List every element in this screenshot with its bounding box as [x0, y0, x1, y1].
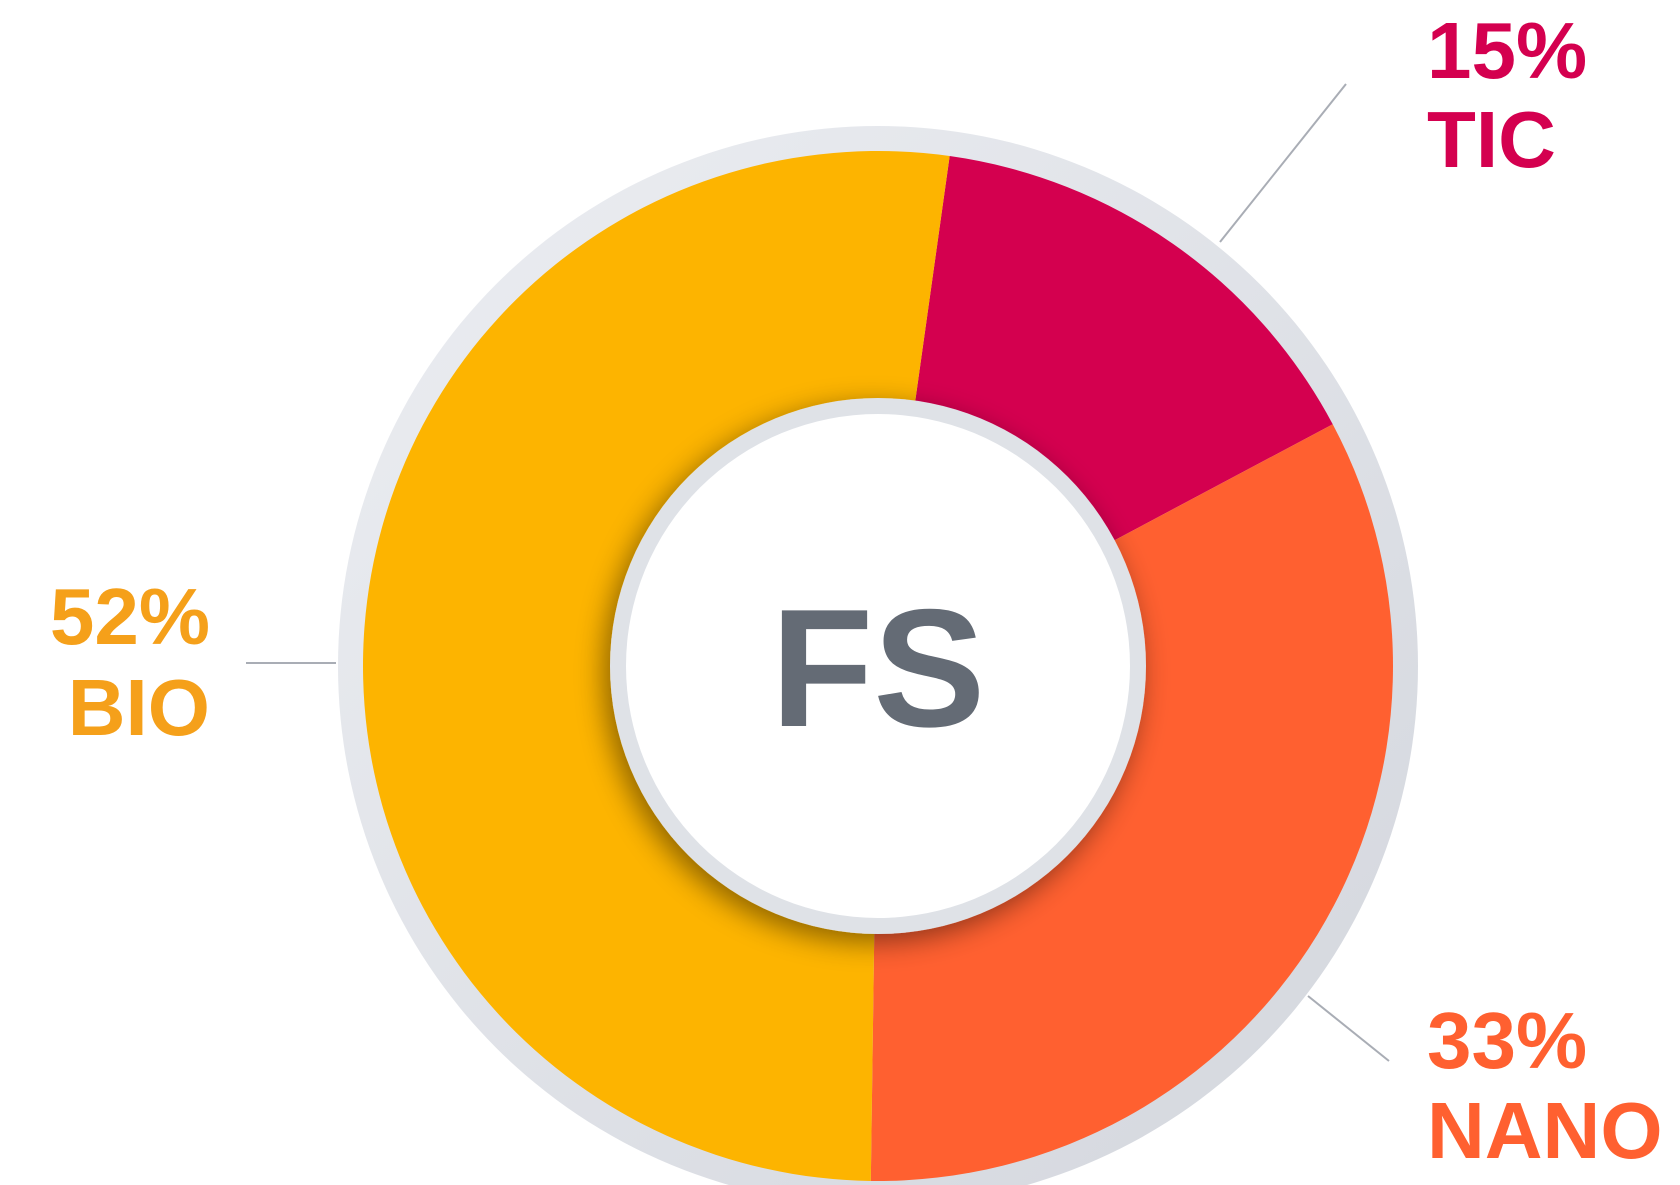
category-label: NANO — [1427, 1086, 1663, 1175]
leader-line — [1307, 995, 1390, 1062]
value-label: 52% — [50, 572, 210, 661]
leader-line — [1219, 83, 1347, 243]
value-label: 33% — [1427, 996, 1587, 1085]
category-label: TIC — [1427, 95, 1556, 184]
center-label: FS — [771, 574, 986, 762]
value-label: 15% — [1427, 6, 1587, 95]
category-label: BIO — [68, 663, 210, 752]
center-disc — [626, 414, 1130, 918]
